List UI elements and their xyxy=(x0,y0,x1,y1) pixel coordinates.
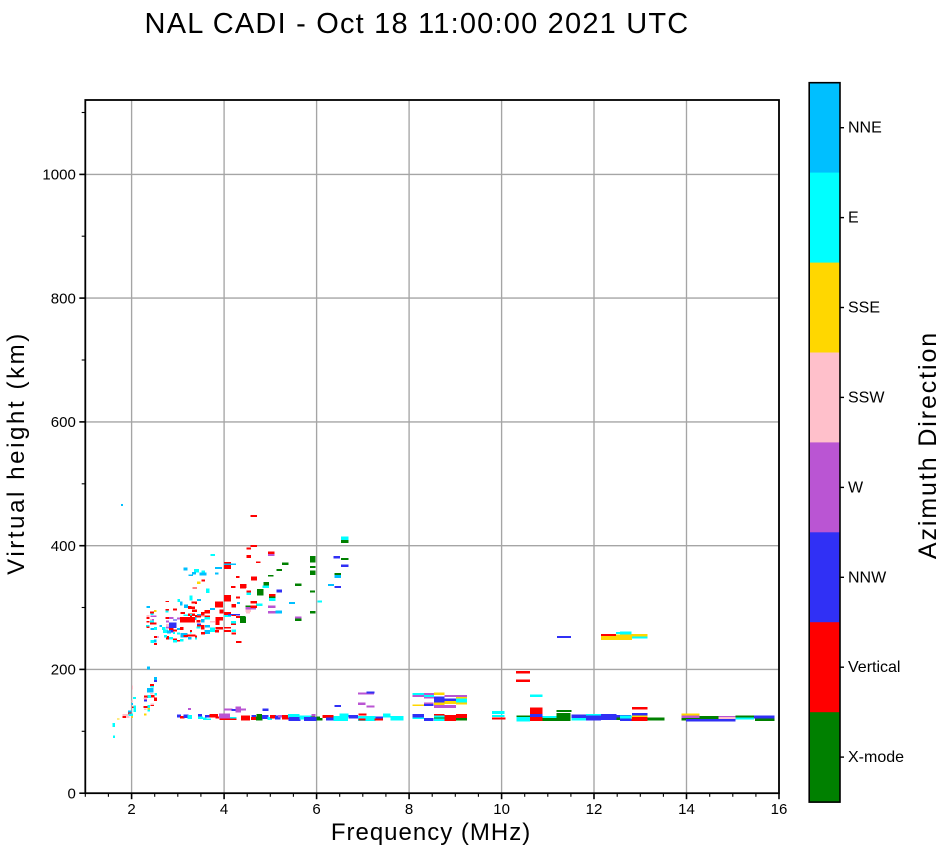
svg-text:E: E xyxy=(848,210,859,227)
svg-text:16: 16 xyxy=(771,801,788,818)
svg-text:2: 2 xyxy=(127,801,135,818)
svg-text:0: 0 xyxy=(67,785,75,802)
svg-text:800: 800 xyxy=(51,290,76,307)
svg-text:1000: 1000 xyxy=(42,167,75,184)
svg-text:600: 600 xyxy=(51,414,76,431)
svg-text:Frequency (MHz): Frequency (MHz) xyxy=(331,819,531,846)
svg-text:14: 14 xyxy=(678,801,695,818)
svg-text:NNW: NNW xyxy=(848,569,887,586)
svg-text:Vertical: Vertical xyxy=(848,659,900,676)
svg-text:NAL CADI - Oct 18 11:00:00 202: NAL CADI - Oct 18 11:00:00 2021 UTC xyxy=(145,8,690,40)
svg-text:4: 4 xyxy=(220,801,228,818)
svg-text:10: 10 xyxy=(493,801,510,818)
svg-text:Virtual height (km): Virtual height (km) xyxy=(3,331,30,575)
svg-text:12: 12 xyxy=(586,801,603,818)
svg-text:SSW: SSW xyxy=(848,389,885,406)
svg-text:200: 200 xyxy=(51,662,76,679)
svg-text:SSE: SSE xyxy=(848,300,880,317)
svg-text:W: W xyxy=(848,479,864,496)
svg-text:NNE: NNE xyxy=(848,120,882,137)
svg-text:400: 400 xyxy=(51,538,76,555)
svg-text:6: 6 xyxy=(312,801,320,818)
svg-text:X-mode: X-mode xyxy=(848,749,904,766)
svg-text:8: 8 xyxy=(405,801,413,818)
svg-text:Azimuth Direction: Azimuth Direction xyxy=(914,331,942,559)
